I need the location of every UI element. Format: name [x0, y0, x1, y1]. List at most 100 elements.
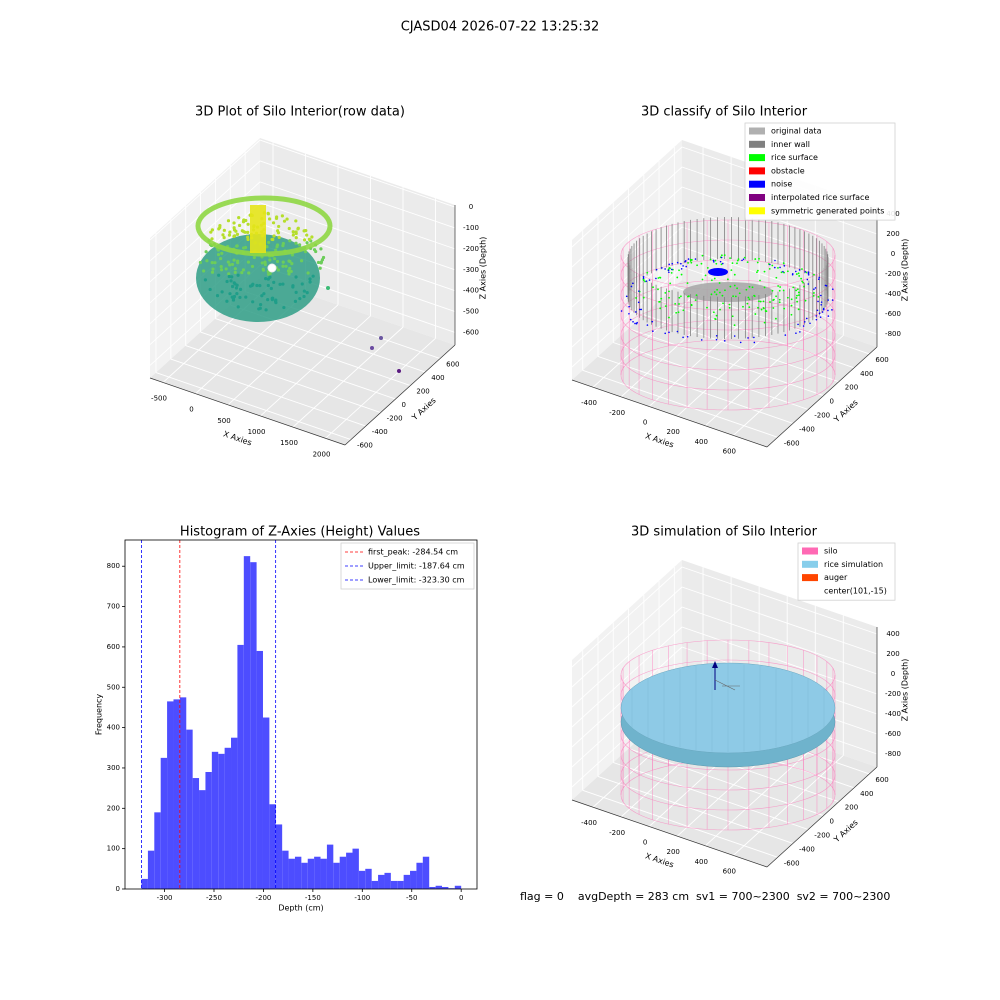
- point: [280, 214, 284, 218]
- y-tick-label: 400: [431, 374, 444, 382]
- y-tick-label: -400: [799, 425, 815, 433]
- rice-point: [754, 313, 757, 315]
- y-grid-line: [185, 345, 381, 413]
- y-axis-label: Y Axies: [832, 398, 860, 425]
- point: [232, 234, 236, 239]
- point: [290, 253, 295, 257]
- rice-point: [795, 289, 798, 292]
- point: [271, 296, 275, 300]
- rice-point: [759, 279, 761, 282]
- point: [220, 251, 224, 255]
- rice-point: [652, 286, 654, 289]
- noise-point: [682, 336, 684, 339]
- noise-point: [723, 340, 726, 342]
- y-grid-line: [658, 300, 855, 369]
- point: [271, 221, 276, 225]
- rice-point: [802, 281, 805, 284]
- y-tick-label: 600: [107, 643, 120, 651]
- x-axis-label: Depth (cm): [278, 904, 323, 913]
- noise-point: [779, 266, 781, 269]
- noise-point: [664, 268, 666, 270]
- point: [231, 297, 236, 301]
- point: [294, 236, 298, 240]
- rice-point: [782, 289, 785, 292]
- rice-point: [786, 296, 789, 299]
- y-tick-label: 200: [416, 388, 429, 396]
- point: [236, 305, 240, 309]
- point: [238, 295, 242, 300]
- z-tick-label: -400: [885, 290, 901, 298]
- z-tick-label: -300: [463, 266, 479, 274]
- legend-label: first_peak: -284.54 cm: [368, 548, 458, 557]
- original-data-blob: [683, 282, 773, 302]
- histogram-bar: [390, 880, 398, 889]
- histogram-bar: [294, 856, 302, 889]
- point: [217, 273, 221, 277]
- noise-point: [831, 288, 834, 290]
- rice-point: [731, 315, 734, 318]
- legend-swatch: [749, 180, 765, 188]
- z-tick-label: -200: [885, 270, 901, 278]
- z-axis-label: Z Axies (Depth): [479, 237, 488, 300]
- rice-point: [756, 261, 759, 264]
- pane-floor: [150, 278, 455, 445]
- point: [282, 305, 286, 310]
- point: [240, 270, 244, 275]
- x-grid-line: [704, 325, 816, 427]
- point: [243, 230, 247, 234]
- rice-point: [753, 294, 756, 297]
- histogram-bar: [250, 562, 257, 889]
- point: [298, 296, 302, 301]
- noise-point: [742, 258, 745, 261]
- histogram-bar: [422, 856, 430, 889]
- rice-point: [790, 298, 793, 301]
- rice-point: [680, 295, 682, 298]
- point: [286, 269, 291, 273]
- point: [235, 232, 240, 236]
- rice-point: [743, 256, 746, 259]
- histogram-bar: [269, 804, 276, 889]
- rice-point: [718, 282, 721, 284]
- rice-point: [746, 261, 749, 264]
- point: [230, 284, 235, 289]
- legend-label: original data: [771, 127, 822, 136]
- noise-point: [635, 322, 638, 325]
- noise-cluster: [708, 268, 728, 276]
- rice-point: [719, 291, 721, 294]
- point: [277, 235, 281, 239]
- histogram-bar: [160, 757, 168, 889]
- point: [285, 217, 289, 221]
- noise-point: [815, 315, 818, 317]
- axis-line: [766, 766, 878, 868]
- histogram-bar: [441, 886, 449, 889]
- chart-title: Histogram of Z-Axies (Height) Values: [180, 525, 420, 540]
- z-grid-line: [681, 206, 878, 275]
- point: [236, 273, 240, 277]
- histogram-bar: [365, 868, 372, 889]
- rice-point: [642, 279, 645, 282]
- histogram-bar: [435, 885, 442, 889]
- noise-point: [818, 276, 821, 279]
- point: [219, 264, 223, 269]
- z-grid-line: [681, 566, 878, 635]
- histogram-bar: [243, 556, 251, 889]
- histogram-bar: [256, 650, 263, 889]
- rice-point: [658, 276, 661, 279]
- rice-point: [772, 307, 775, 309]
- noise-point: [813, 288, 815, 291]
- noise-point: [820, 301, 823, 303]
- point: [255, 283, 259, 288]
- y-tick-label: -200: [814, 832, 830, 840]
- z-grid-line: [571, 166, 683, 268]
- legend-label: inner wall: [771, 140, 810, 149]
- point: [230, 275, 234, 279]
- rice-point: [780, 271, 783, 274]
- x-grid-line: [592, 286, 704, 388]
- histogram-bar: [333, 862, 340, 889]
- outlier-point: [370, 346, 374, 350]
- x-tick-label: -400: [581, 819, 597, 827]
- y-tick-label: 700: [107, 603, 120, 611]
- histogram-bar: [320, 858, 327, 889]
- point: [246, 237, 250, 242]
- point: [319, 247, 323, 251]
